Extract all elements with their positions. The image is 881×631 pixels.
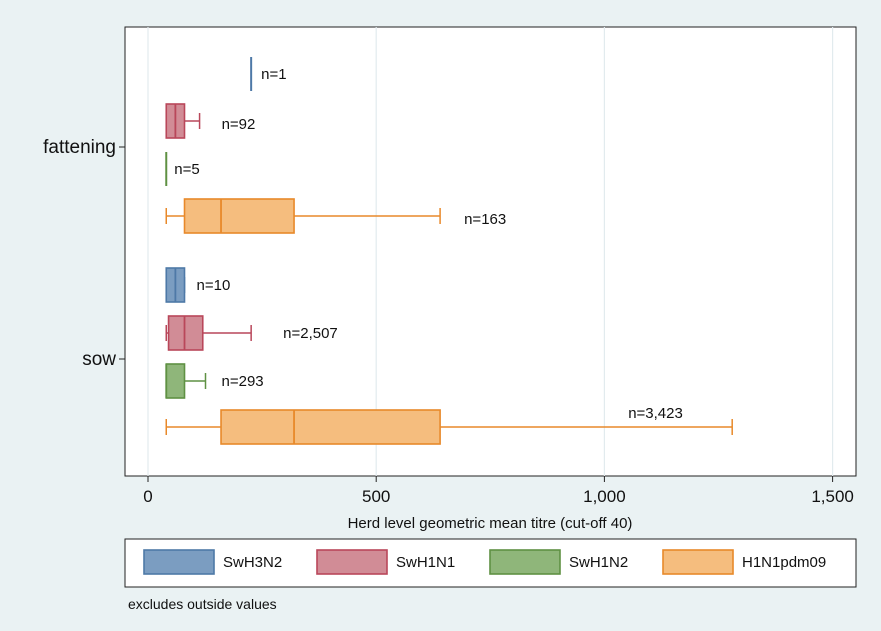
- box-fattening-swh3n2: n=1: [250, 57, 287, 91]
- legend-swatch: [662, 549, 734, 575]
- category-labels: fattening sow: [43, 137, 125, 370]
- sample-size-label: n=92: [222, 116, 256, 133]
- legend-swatch: [316, 549, 388, 575]
- box-iqr: [167, 315, 204, 351]
- box-iqr: [183, 198, 295, 234]
- legend-label: SwH3N2: [223, 554, 282, 571]
- box-fattening-swh1n2: n=5: [165, 152, 200, 186]
- box-sow-swh1n2: n=293: [165, 363, 264, 399]
- sample-size-label: n=1: [261, 66, 286, 83]
- sample-size-label: n=10: [197, 277, 231, 294]
- legend-item-swh3n2: SwH3N2: [143, 549, 282, 575]
- x-tick-label: 0: [143, 487, 152, 506]
- box-fattening-h1n1pdm09: n=163: [165, 198, 506, 234]
- sample-size-label: n=2,507: [283, 325, 338, 342]
- legend-label: H1N1pdm09: [742, 554, 826, 571]
- legend-swatch: [143, 549, 215, 575]
- category-label: sow: [82, 349, 116, 370]
- legend-label: SwH1N2: [569, 554, 628, 571]
- legend: SwH3N2 SwH1N1 SwH1N2 H1N1pdm09: [143, 549, 826, 575]
- legend-label: SwH1N1: [396, 554, 455, 571]
- box-series: n=1 n=92 n=5 n=163 n=10 n=2,507 n=293 n=3,423: [165, 57, 733, 445]
- legend-item-swh1n1: SwH1N1: [316, 549, 455, 575]
- legend-item-swh1n2: SwH1N2: [489, 549, 628, 575]
- category-label: fattening: [43, 137, 116, 158]
- footnote: excludes outside values: [128, 596, 277, 612]
- box-sow-swh3n2: n=10: [165, 267, 231, 303]
- sample-size-label: n=293: [222, 373, 264, 390]
- x-tick-label: 1,500: [811, 487, 854, 506]
- plot-area: [124, 26, 857, 477]
- box-fattening-swh1n1: n=92: [165, 103, 256, 139]
- box-iqr: [220, 409, 441, 445]
- x-axis-title: Herd level geometric mean titre (cut-off…: [348, 515, 633, 532]
- sample-size-label: n=5: [174, 161, 199, 178]
- sample-size-label: n=163: [464, 211, 506, 228]
- box-sow-h1n1pdm09: n=3,423: [165, 405, 733, 445]
- x-axis-ticks: 0 500 1,000 1,500: [143, 476, 854, 506]
- legend-item-h1n1pdm09: H1N1pdm09: [662, 549, 826, 575]
- sample-size-label: n=3,423: [628, 405, 683, 422]
- box-sow-swh1n1: n=2,507: [165, 315, 338, 351]
- gridlines: [147, 27, 834, 476]
- box-iqr: [165, 363, 186, 399]
- x-tick-label: 500: [362, 487, 390, 506]
- legend-swatch: [489, 549, 561, 575]
- x-tick-label: 1,000: [583, 487, 626, 506]
